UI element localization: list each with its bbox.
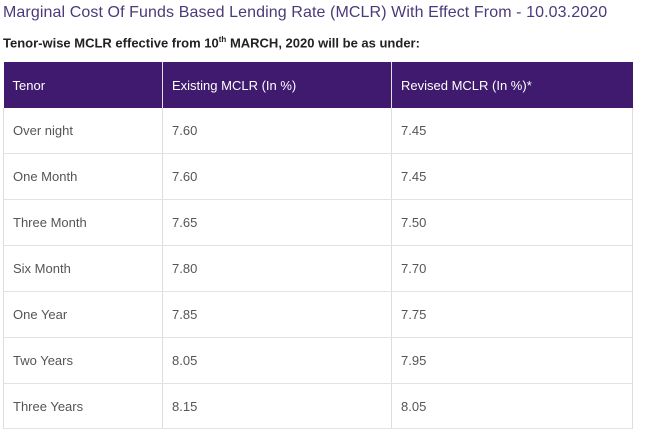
existing-rate-cell: 7.60 [162,153,392,200]
column-header-existing-mclr: Existing MCLR (In %) [162,62,392,108]
mclr-table: Tenor Existing MCLR (In %) Revised MCLR … [3,62,633,429]
existing-rate-cell: 7.80 [162,245,392,292]
revised-rate-cell: 7.45 [391,153,633,200]
table-row: Over night 7.60 7.45 [3,108,633,154]
table-intro-text: Tenor-wise MCLR effective from 10th MARC… [3,35,420,50]
tenor-cell: Three Month [3,199,163,246]
tenor-cell: One Year [3,291,163,338]
existing-rate-cell: 7.65 [162,199,392,246]
table-row: One Month 7.60 7.45 [3,153,633,200]
table-header-row: Tenor Existing MCLR (In %) Revised MCLR … [3,62,633,108]
tenor-cell: Two Years [3,337,163,384]
table-row: Two Years 8.05 7.95 [3,337,633,384]
existing-rate-cell: 7.85 [162,291,392,338]
revised-rate-cell: 7.50 [391,199,633,246]
table-row: Three Month 7.65 7.50 [3,199,633,246]
table-row: Three Years 8.15 8.05 [3,383,633,429]
subtitle-text-start: Tenor-wise MCLR effective from 10 [3,35,219,51]
revised-rate-cell: 7.95 [391,337,633,384]
tenor-cell: One Month [3,153,163,200]
subtitle-text-end: MARCH, 2020 will be as under: [226,35,420,51]
existing-rate-cell: 8.15 [162,383,392,429]
column-header-revised-mclr: Revised MCLR (In %)* [391,62,633,108]
tenor-cell: Six Month [3,245,163,292]
tenor-cell: Over night [3,108,163,154]
existing-rate-cell: 7.60 [162,108,392,154]
revised-rate-cell: 7.45 [391,108,633,154]
table-row: Six Month 7.80 7.70 [3,245,633,292]
revised-rate-cell: 7.70 [391,245,633,292]
revised-rate-cell: 7.75 [391,291,633,338]
existing-rate-cell: 8.05 [162,337,392,384]
column-header-tenor: Tenor [3,62,163,108]
revised-rate-cell: 8.05 [391,383,633,429]
table-row: One Year 7.85 7.75 [3,291,633,338]
tenor-cell: Three Years [3,383,163,429]
page-title: Marginal Cost Of Funds Based Lending Rat… [3,4,608,21]
subtitle-superscript: th [218,35,227,44]
